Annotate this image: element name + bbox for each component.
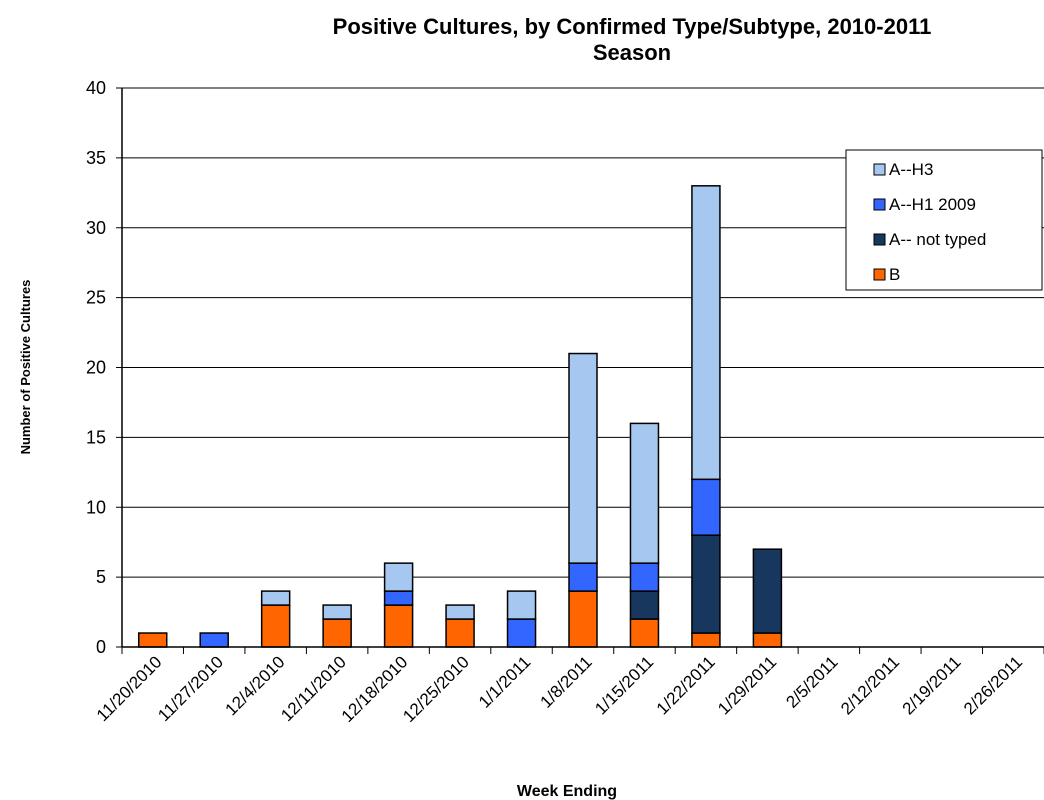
legend-swatch: [873, 198, 886, 211]
y-tick-label: 5: [96, 567, 106, 587]
chart-title-line2: Season: [593, 40, 671, 65]
bar-segment: [568, 590, 598, 648]
bar-segment: [445, 618, 475, 648]
bar-segment: [260, 590, 291, 606]
legend-entry: A--H3: [889, 160, 933, 179]
bar-segment: [691, 185, 721, 481]
x-tick-label: 1/8/2011: [536, 652, 595, 711]
legend-entry: A-- not typed: [889, 230, 986, 249]
legend-swatch: [873, 268, 886, 281]
bar-segment: [260, 604, 291, 648]
x-tick-label: 2/19/2011: [899, 652, 965, 718]
bars: [137, 185, 783, 648]
bar-segment: [691, 534, 721, 634]
bar-segment: [383, 604, 414, 648]
bar-segment: [506, 618, 537, 648]
axes: [121, 88, 1044, 648]
legend-swatch: [873, 233, 886, 246]
bar-segment: [629, 590, 660, 620]
y-axis-ticks: 0 5 10 15 20 25 30 35 40: [86, 78, 122, 657]
y-tick-label: 25: [86, 288, 106, 308]
bar-segment: [383, 562, 414, 592]
x-tick-label: 2/26/2011: [960, 652, 1026, 718]
y-tick-label: 0: [96, 637, 106, 657]
bar-segment: [691, 632, 721, 648]
y-tick-label: 35: [86, 148, 106, 168]
legend: A--H3 A--H1 2009 A-- not typed B: [845, 149, 1043, 291]
y-axis-label: Number of Positive Cultures: [18, 280, 33, 455]
x-tick-label: 11/20/2010: [93, 652, 166, 725]
x-tick-label: 1/29/2011: [714, 652, 780, 718]
bar-segment: [629, 618, 660, 648]
bar-segment: [691, 478, 721, 536]
bar-segment: [629, 422, 660, 564]
legend-swatch: [873, 163, 886, 176]
bar-segment: [137, 632, 168, 648]
bar-segment: [629, 562, 660, 592]
x-tick-label: 1/1/2011: [475, 652, 534, 711]
legend-entry: A--H1 2009: [889, 195, 976, 214]
y-tick-label: 15: [86, 427, 106, 447]
bar-segment: [322, 618, 352, 648]
y-tick-label: 30: [86, 218, 106, 238]
bar-segment: [752, 632, 783, 648]
x-tick-label: 1/22/2011: [653, 652, 719, 718]
x-axis-ticks: 11/20/201011/27/201012/4/201012/11/20101…: [93, 647, 1044, 726]
x-axis-label: Week Ending: [517, 783, 617, 800]
chart-title: Positive Cultures, by Confirmed Type/Sub…: [333, 14, 932, 39]
bar-segment: [506, 590, 537, 620]
bar-segment: [322, 604, 352, 620]
x-tick-label: 1/15/2011: [591, 652, 657, 718]
y-tick-label: 20: [86, 358, 106, 378]
bar-segment: [199, 632, 229, 648]
x-tick-label: 11/27/2010: [154, 652, 227, 725]
bar-segment: [445, 604, 475, 620]
legend-entry: B: [889, 265, 900, 284]
bar-segment: [568, 562, 598, 592]
x-tick-label: 12/25/2010: [399, 652, 473, 726]
bar-segment: [383, 590, 414, 606]
y-tick-label: 10: [86, 497, 106, 517]
y-tick-label: 40: [86, 78, 106, 98]
bar-segment: [568, 352, 598, 564]
x-tick-label: 2/5/2011: [782, 652, 841, 711]
x-tick-label: 2/12/2011: [837, 652, 903, 718]
bar-segment: [752, 548, 783, 634]
